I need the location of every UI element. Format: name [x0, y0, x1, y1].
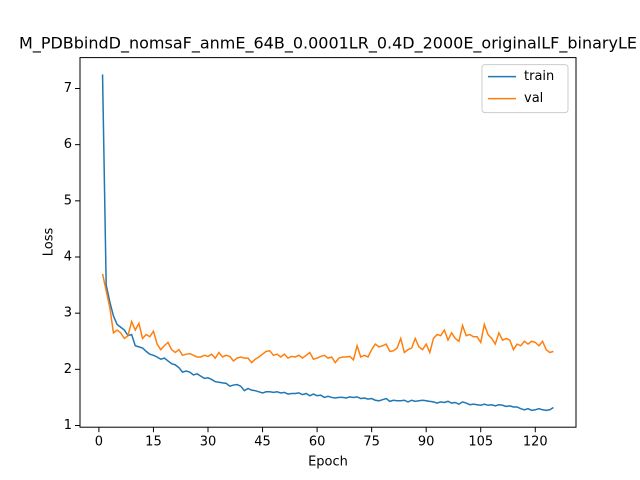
series-line — [101, 74, 554, 412]
x-tick-label: 0 — [95, 435, 103, 450]
y-axis-label: Loss — [42, 228, 57, 257]
axes-frame — [79, 57, 577, 428]
x-tick-label: 15 — [145, 435, 162, 450]
y-tick-label: 7 — [64, 81, 72, 96]
x-tick-label: 45 — [254, 435, 271, 450]
y-tick-label: 3 — [64, 306, 72, 321]
x-tick-label: 30 — [200, 435, 217, 450]
y-tick-label: 1 — [64, 418, 72, 433]
x-tick-label: 120 — [523, 435, 548, 450]
x-tick-label: 60 — [309, 435, 326, 450]
y-tick-label: 5 — [64, 193, 72, 208]
y-tick-label: 4 — [64, 250, 72, 265]
x-axis-label: Epoch — [308, 455, 348, 470]
series-line — [101, 273, 554, 364]
legend-label: val — [524, 91, 543, 106]
y-tick-label: 6 — [64, 137, 72, 152]
legend-label: train — [524, 69, 554, 84]
chart-title: M_PDBbindD_nomsaF_anmE_64B_0.0001LR_0.4D… — [19, 34, 637, 54]
y-tick-label: 2 — [64, 362, 72, 377]
x-tick-label: 90 — [418, 435, 435, 450]
x-tick-label: 75 — [363, 435, 380, 450]
x-tick-label: 105 — [468, 435, 493, 450]
